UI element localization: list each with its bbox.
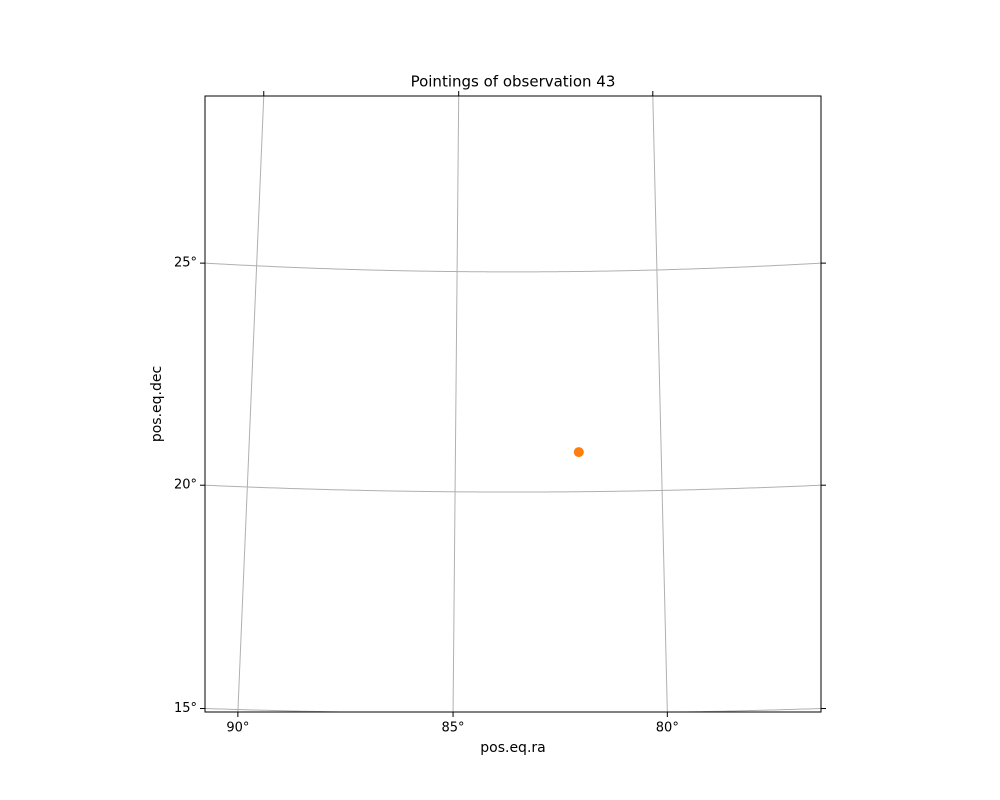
x-tick-label: 90° [226,721,249,736]
plot-frame [204,95,822,713]
grid-line [652,96,668,712]
grid-line [205,708,821,712]
y-tick-label: 15° [174,701,197,716]
grid-line [237,96,265,712]
y-tick-label: 20° [174,478,197,493]
x-tick-label: 80° [656,721,679,736]
grid-line [205,484,821,493]
marks [573,447,584,458]
x-axis-label: pos.eq.ra [480,740,545,756]
chart-title: Pointings of observation 43 [411,73,616,91]
x-tick-label: 85° [442,721,465,736]
y-axis-label: pos.eq.dec [149,366,165,442]
grid-line [205,262,821,273]
point [573,447,584,458]
y-tick-label: 25° [174,256,197,271]
grid-line [452,96,460,712]
